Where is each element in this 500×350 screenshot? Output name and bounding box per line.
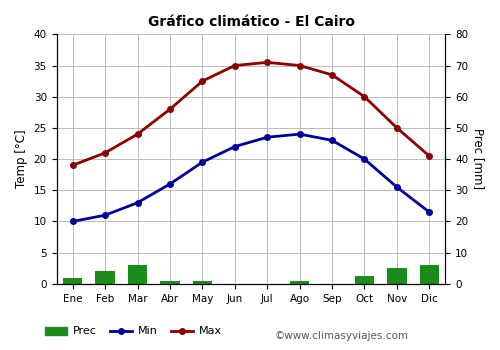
Bar	[128, 265, 148, 284]
Y-axis label: Temp [°C]: Temp [°C]	[15, 130, 28, 188]
Legend: Prec, Min, Max: Prec, Min, Max	[40, 322, 226, 341]
Bar	[420, 265, 439, 284]
Text: ©www.climasyviajes.com: ©www.climasyviajes.com	[275, 331, 409, 341]
Bar	[192, 281, 212, 284]
Bar	[290, 281, 310, 284]
Bar	[96, 271, 115, 284]
Bar	[160, 281, 180, 284]
Bar	[387, 268, 406, 284]
Title: Gráfico climático - El Cairo: Gráfico climático - El Cairo	[148, 15, 354, 29]
Bar	[354, 276, 374, 284]
Y-axis label: Prec [mm]: Prec [mm]	[472, 128, 485, 190]
Bar	[63, 278, 82, 284]
